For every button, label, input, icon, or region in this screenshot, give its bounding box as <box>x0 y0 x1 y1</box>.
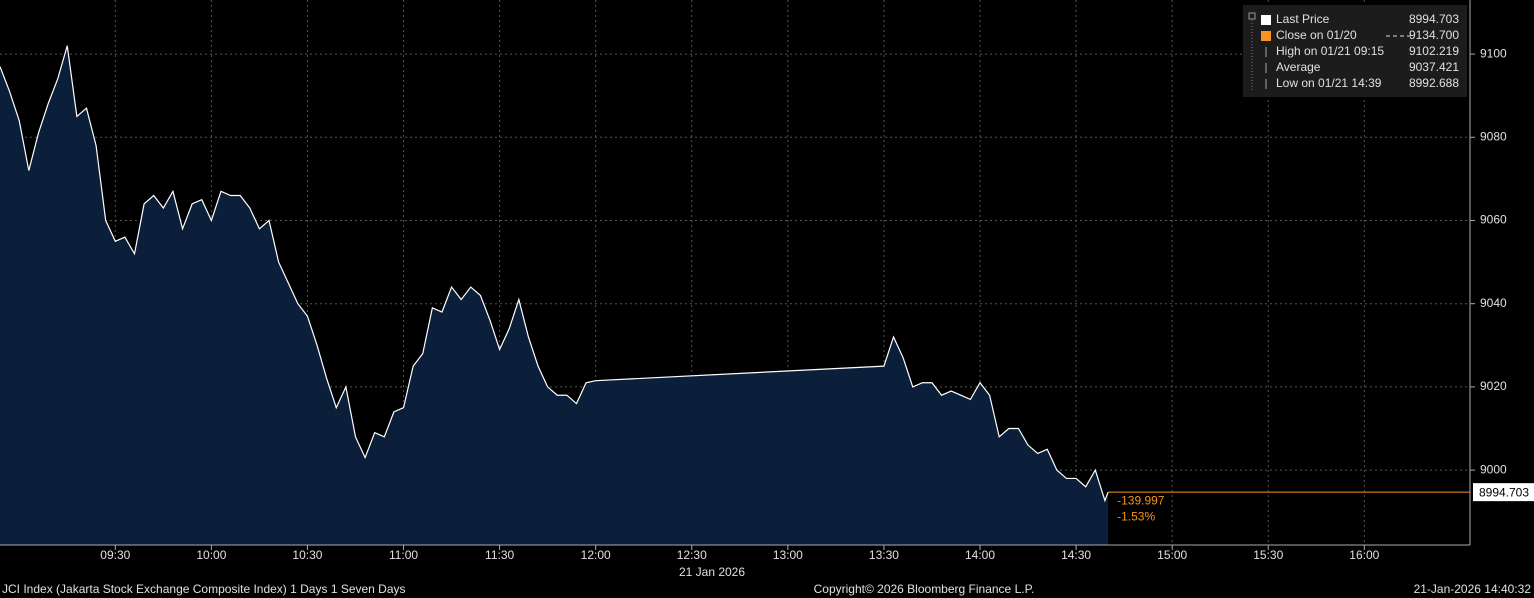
x-tick-label: 15:00 <box>1157 548 1187 562</box>
y-tick-label: 9020 <box>1480 379 1507 393</box>
legend-swatch <box>1261 31 1271 41</box>
line <box>0 45 1109 503</box>
y-tick-label: 9040 <box>1480 296 1507 310</box>
x-tick-label: 12:30 <box>677 548 707 562</box>
x-tick-label: 09:30 <box>100 548 130 562</box>
x-tick-label: 13:30 <box>869 548 899 562</box>
x-tick-label: 10:00 <box>196 548 226 562</box>
area <box>0 45 1109 545</box>
y-tick-label: 9080 <box>1480 129 1507 143</box>
legend-value: 9037.421 <box>1409 60 1459 74</box>
x-tick-label: 10:30 <box>292 548 322 562</box>
legend-value: 8994.703 <box>1409 12 1459 26</box>
x-tick-label: 11:00 <box>389 548 418 562</box>
legend-value: 8992.688 <box>1409 76 1459 90</box>
legend-name: High on 01/21 09:15 <box>1276 44 1384 58</box>
footer-center: Copyright© 2026 Bloomberg Finance L.P. <box>814 582 1035 596</box>
legend-collapse <box>1248 12 1256 20</box>
y-tick-label: 9060 <box>1480 213 1507 227</box>
x-tick-label: 15:30 <box>1253 548 1283 562</box>
footer-right: 21-Jan-2026 14:40:32 <box>1414 582 1532 596</box>
last-price-box <box>1473 483 1534 502</box>
x-tick-label: 12:00 <box>581 548 611 562</box>
legend-name: Last Price <box>1276 12 1330 26</box>
x-tick-label: 13:00 <box>773 548 803 562</box>
y-tick-label: 9000 <box>1480 462 1507 476</box>
x-tick-label: 11:30 <box>485 548 514 562</box>
legend-name: Average <box>1276 60 1321 74</box>
legend-value: 9134.700 <box>1409 28 1459 42</box>
legend-box <box>1243 5 1467 97</box>
y-tick-label: 9100 <box>1480 46 1507 60</box>
x-tick-label: 16:00 <box>1349 548 1379 562</box>
footer-left: JCI Index (Jakarta Stock Exchange Compos… <box>2 582 406 596</box>
x-tick-label: 14:30 <box>1061 548 1091 562</box>
change-pct-label: -1.53% <box>1117 509 1155 523</box>
change-label: -139.997 <box>1117 493 1165 507</box>
legend-name: Low on 01/21 14:39 <box>1276 76 1382 90</box>
legend-value: 9102.219 <box>1409 44 1459 58</box>
last-price-label: 8994.703 <box>1479 485 1529 499</box>
legend-name: Close on 01/20 <box>1276 28 1357 42</box>
x-tick-label: 14:00 <box>965 548 995 562</box>
x-axis-label: 21 Jan 2026 <box>679 565 745 579</box>
legend-swatch <box>1261 15 1271 25</box>
